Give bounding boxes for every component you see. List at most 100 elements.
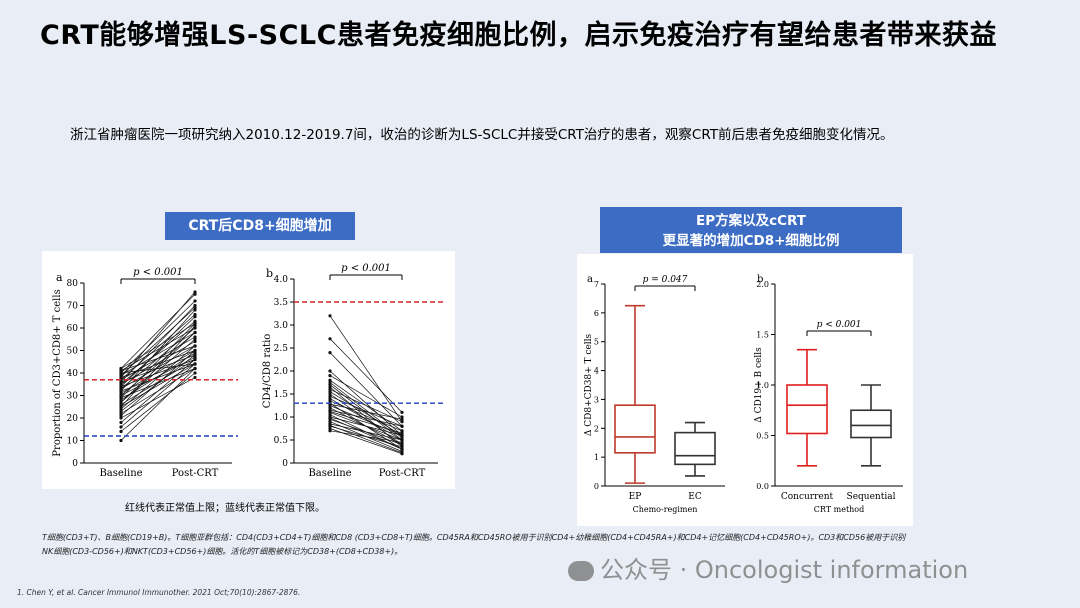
left-figure-panel: 0 10 20 30 40 50 60 70 80 Baseline Post-CRT Proport… xyxy=(42,251,455,489)
y-tick-label: 1.0 xyxy=(756,381,769,390)
y-tick-label: 1.5 xyxy=(274,390,289,400)
paired-line xyxy=(120,314,196,381)
post-crt-point xyxy=(400,438,404,442)
x-tick-label: Baseline xyxy=(99,468,142,479)
slide-title: CRT能够增强LS-SCLC患者免疫细胞比例，启示免疫治疗有望给患者带来获益 xyxy=(40,20,997,51)
post-crt-point xyxy=(193,366,197,371)
left-figure-svg: 0 10 20 30 40 50 60 70 80 Baseline Post-CRT Proport… xyxy=(52,263,444,479)
paired-line xyxy=(120,377,196,419)
paired-line xyxy=(120,345,196,372)
baseline-point xyxy=(119,398,123,402)
paired-line xyxy=(329,409,403,427)
paired-line xyxy=(120,368,196,441)
post-crt-point xyxy=(193,290,197,294)
x-tick-label: Concurrent xyxy=(781,492,834,502)
baseline-point xyxy=(328,387,332,391)
y-tick-label: 1.0 xyxy=(274,413,289,423)
right-panel-tag: EP方案以及cCRT 更显著的增加CD8+细胞比例 xyxy=(600,207,902,253)
post-crt-point xyxy=(400,445,404,449)
paired-line xyxy=(329,389,403,422)
paired-line xyxy=(120,350,196,394)
x-tick-label: EP xyxy=(629,492,642,502)
x-tick-label: Post-CRT xyxy=(172,468,219,479)
paired-line xyxy=(120,305,196,383)
right-tag-line1: EP方案以及cCRT xyxy=(695,213,807,229)
paired-line xyxy=(120,363,196,408)
post-crt-point xyxy=(193,375,197,380)
paired-line xyxy=(120,359,196,387)
paired-line xyxy=(329,400,403,432)
paired-line xyxy=(329,395,403,427)
y-tick-label: 2.0 xyxy=(274,367,289,377)
paired-line xyxy=(329,403,403,420)
x-tick-label: Post-CRT xyxy=(379,468,426,479)
paired-line xyxy=(120,350,196,378)
y-tick-label: 30 xyxy=(67,392,79,402)
baseline-point xyxy=(328,374,332,378)
paired-line xyxy=(329,375,403,418)
post-crt-point xyxy=(400,429,404,433)
left-panel-tag: CRT后CD8+细胞增加 xyxy=(165,212,355,240)
panel-letter: b xyxy=(757,274,763,285)
y-axis-label: Δ CD8+CD38+ T cells xyxy=(584,333,594,436)
y-tick-label: 0 xyxy=(282,459,288,469)
paired-line xyxy=(329,417,403,450)
post-crt-point xyxy=(193,312,197,317)
post-crt-point xyxy=(193,303,197,308)
post-crt-point xyxy=(400,447,404,451)
paired-line xyxy=(120,309,196,392)
paired-line xyxy=(120,372,196,432)
post-crt-point xyxy=(193,326,197,330)
post-crt-point xyxy=(193,348,197,353)
y-tick-label: 1 xyxy=(594,453,599,462)
baseline-point xyxy=(328,397,332,401)
y-tick-label: 50 xyxy=(67,347,79,357)
p-value-label: p < 0.001 xyxy=(133,267,183,278)
y-tick-label: 0 xyxy=(594,482,599,491)
paired-line xyxy=(329,352,403,427)
panel-letter: a xyxy=(587,274,593,285)
y-tick-label: 0.0 xyxy=(756,482,769,491)
paired-line xyxy=(120,320,196,385)
baseline-point xyxy=(328,383,332,387)
y-tick-label: 2 xyxy=(594,424,599,433)
paired-line xyxy=(329,424,403,454)
baseline-point xyxy=(119,396,123,400)
x-axis-label: CRT method xyxy=(814,505,865,514)
post-crt-point xyxy=(193,306,197,310)
y-tick-label: 60 xyxy=(67,324,79,334)
baseline-point xyxy=(119,387,123,391)
p-value-label: p < 0.001 xyxy=(817,320,862,330)
baseline-point xyxy=(119,429,123,434)
paired-line xyxy=(120,323,196,398)
baseline-point xyxy=(328,426,332,431)
post-crt-point xyxy=(400,424,404,428)
paired-line xyxy=(329,405,403,436)
paired-line xyxy=(329,386,403,448)
post-crt-point xyxy=(400,443,404,447)
post-crt-point xyxy=(193,355,197,359)
paired-line xyxy=(120,291,196,378)
post-crt-point xyxy=(400,440,404,444)
paired-line xyxy=(120,363,196,428)
post-crt-point xyxy=(400,420,404,424)
baseline-point xyxy=(119,405,123,409)
wechat-icon xyxy=(568,561,594,581)
baseline-point xyxy=(119,375,123,380)
post-crt-point xyxy=(193,353,197,357)
footnote-line1: T细胞(CD3+T)、B细胞(CD19+B)。T细胞亚群包括：CD4(CD3+C… xyxy=(42,533,906,542)
baseline-point xyxy=(119,393,123,398)
baseline-point xyxy=(328,429,332,433)
baseline-point xyxy=(328,394,332,398)
baseline-point xyxy=(119,438,123,443)
baseline-point xyxy=(119,391,123,395)
intro-text: 浙江省肿瘤医院一项研究纳入2010.12-2019.7间，收治的诊断为LS-SC… xyxy=(70,127,894,143)
post-crt-point xyxy=(193,339,197,344)
baseline-point xyxy=(328,406,332,410)
baseline-point xyxy=(119,366,123,371)
baseline-point xyxy=(119,371,123,375)
y-tick-label: 5 xyxy=(594,338,599,347)
baseline-point xyxy=(328,314,332,318)
panel-letter: b xyxy=(266,267,273,280)
